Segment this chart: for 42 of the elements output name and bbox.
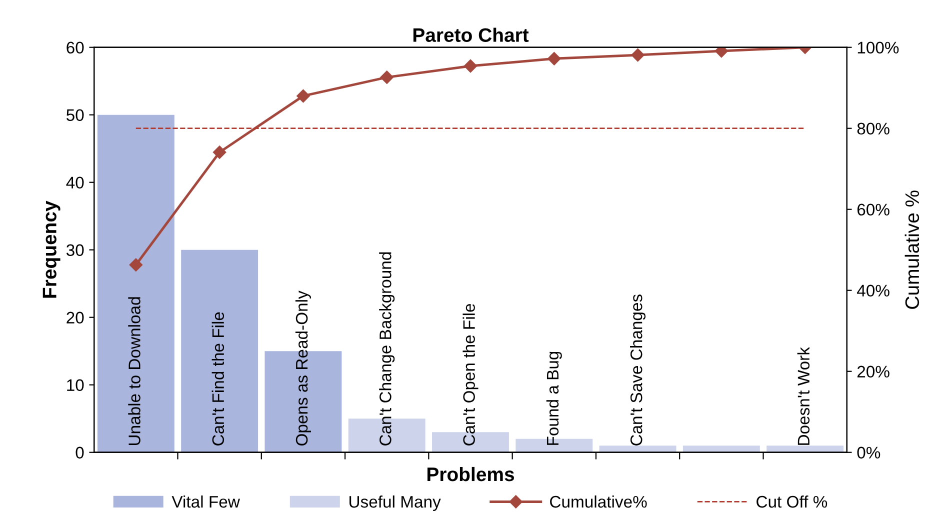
point (714, 47, 728, 58)
bar (181, 250, 258, 452)
point (380, 70, 394, 84)
y-tick-label: 10 (67, 379, 84, 392)
bar (599, 446, 676, 452)
legend-label: Vital Few (172, 495, 240, 508)
chart-title: Pareto Chart (413, 28, 529, 42)
y2-tick-label: 20% (857, 366, 890, 378)
bar (682, 446, 760, 452)
y2-tick-label: 40% (857, 284, 890, 297)
point (212, 146, 226, 159)
x-tick-label: Found a Bug (546, 352, 562, 445)
point (464, 59, 478, 73)
legend-label: Cumulative% (550, 495, 647, 508)
point (129, 258, 143, 272)
x-tick-label: Can't Find the File (212, 312, 224, 446)
x-tick-label: Can't Open the File (462, 304, 478, 446)
legend-label: Cut Off % (756, 495, 828, 508)
y2-tick-label: 100% (858, 42, 899, 54)
x-tick-label: Can't Change Background (379, 252, 395, 446)
y-tick-label: 20 (66, 312, 84, 324)
bar (766, 446, 844, 452)
bar (97, 114, 174, 452)
y2-tick-label: 60% (857, 204, 890, 216)
x-tick-label: Opens as Read-Only (295, 290, 311, 446)
x-tick-label: Doesn't Work (797, 347, 810, 445)
y-tick-label: 50 (66, 109, 84, 122)
y2-tick-label: 0% (857, 446, 880, 459)
point (296, 89, 310, 103)
y-tick-label: 40 (66, 176, 84, 189)
y2-tick-label: 80% (857, 122, 890, 135)
y2-axis-title: Cumulative % (904, 190, 920, 309)
point (631, 48, 644, 62)
point (548, 52, 561, 66)
legend-label: Useful Many (350, 495, 441, 511)
y-tick-label: 0 (76, 446, 84, 459)
x-tick-label: Unable to Download (128, 297, 140, 445)
x-tick-label: Can't Save Changes (630, 294, 646, 446)
y-tick-label: 60 (66, 42, 84, 54)
y-axis-title: Frequency (42, 200, 60, 298)
y-tick-label: 30 (66, 244, 84, 256)
x-axis-title: Problems (427, 466, 514, 482)
